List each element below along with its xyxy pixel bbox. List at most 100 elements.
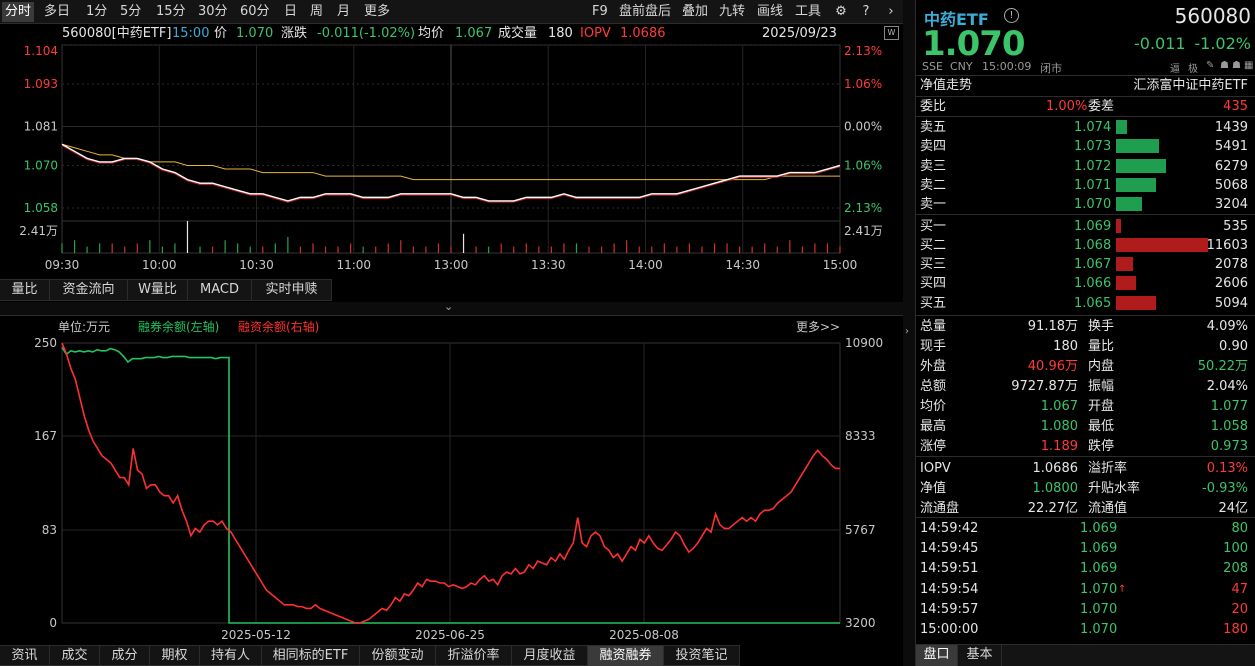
nav-margin-trading[interactable]: 融资融券 — [588, 646, 664, 666]
grid-icon[interactable]: ▦ — [1244, 60, 1254, 71]
tab-volume-ratio[interactable]: 量比 — [0, 280, 50, 300]
price-shadow-line — [61, 144, 841, 203]
nav-notes[interactable]: 投资笔记 — [664, 646, 740, 666]
caption-price: 1.070 — [236, 26, 274, 41]
nav-monthly-return[interactable]: 月度收益 — [512, 646, 588, 666]
book-volume: 5068 — [1214, 177, 1248, 193]
market-status: 闭市 — [1040, 62, 1062, 75]
intraday-pct-label: 2.13% — [844, 44, 882, 58]
panel-splitter[interactable]: › — [903, 0, 915, 666]
book-row-2[interactable]: 卖三 1.072 6279 — [920, 157, 1252, 176]
volume-scale-label: 2.41万 — [19, 224, 58, 238]
stat-value: 1.0686 — [1032, 461, 1079, 476]
fund-name: 汇添富中证中药ETF — [1133, 78, 1248, 93]
book-row-9[interactable]: 买五 1.065 5094 — [920, 294, 1252, 313]
nav-premium-rate[interactable]: 折溢价率 — [436, 646, 512, 666]
stat-value-2: 2.04% — [1206, 379, 1248, 394]
nav-components[interactable]: 成分 — [100, 646, 150, 666]
book-row-8[interactable]: 买四 1.066 2606 — [920, 274, 1252, 293]
book-volume-bar — [1116, 177, 1156, 192]
period-tab-day[interactable]: 日 — [284, 4, 298, 19]
quote-panel: 中药ETF ! 560080 1.070 -0.011 -1.02% SSE C… — [915, 0, 1255, 666]
book-label: 买一 — [920, 218, 947, 234]
book-row-0[interactable]: 卖五 1.074 1439 — [920, 118, 1252, 137]
bell-icon-2[interactable]: ☗ — [1232, 60, 1241, 71]
stat-row-3: 总额 9727.87万 振幅 2.04% — [920, 377, 1252, 397]
book-volume: 6279 — [1214, 158, 1248, 174]
period-tab-15min[interactable]: 15分 — [156, 4, 186, 19]
stat-row-7: IOPV 1.0686 溢折率 0.13% — [920, 459, 1252, 479]
tab-basic-info[interactable]: 基本 — [958, 645, 1002, 666]
security-code: 560080 — [1174, 4, 1251, 28]
order-diff-label: 委差 — [1088, 99, 1115, 114]
nav-trades[interactable]: 成交 — [50, 646, 100, 666]
tools-button[interactable]: 工具 — [795, 4, 822, 19]
caption-code-name: 560080[中药ETF] — [62, 26, 172, 41]
stat-label-2: 振幅 — [1088, 379, 1115, 394]
book-label: 买三 — [920, 257, 947, 273]
nav-news[interactable]: 资讯 — [0, 646, 50, 666]
intraday-pct-label: 1.06% — [844, 158, 882, 172]
book-price: 1.074 — [1074, 120, 1112, 135]
period-tab-30min[interactable]: 30分 — [198, 4, 228, 19]
window-icon[interactable]: W — [884, 26, 899, 40]
book-label: 卖二 — [920, 177, 947, 193]
nav-options[interactable]: 期权 — [150, 646, 200, 666]
book-price: 1.069 — [1074, 218, 1112, 234]
book-label: 买四 — [920, 276, 947, 292]
premarket-button[interactable]: 盘前盘后 — [619, 4, 672, 19]
book-volume-bar — [1116, 237, 1208, 252]
gear-icon[interactable]: ⚙ — [835, 4, 847, 19]
expand-arrow-icon[interactable]: › — [905, 326, 909, 337]
right-axis-tick: 10900 — [845, 336, 883, 350]
tiny-icon-2[interactable]: 极 — [1188, 64, 1198, 75]
book-row-5[interactable]: 买一 1.069 535 — [920, 217, 1252, 236]
period-tab-month[interactable]: 月 — [337, 4, 351, 19]
book-row-4[interactable]: 卖一 1.070 3204 — [920, 195, 1252, 214]
period-tab-intraday[interactable]: 分时 — [2, 2, 35, 22]
book-row-7[interactable]: 买三 1.067 2078 — [920, 255, 1252, 274]
period-tab-multiday[interactable]: 多日 — [44, 4, 71, 19]
period-tab-1min[interactable]: 1分 — [86, 4, 108, 19]
stat-label-2: 开盘 — [1088, 399, 1115, 414]
tab-macd[interactable]: MACD — [188, 280, 252, 300]
currency-label: CNY — [950, 60, 973, 73]
overlay-button[interactable]: 叠加 — [682, 4, 709, 19]
tab-realtime-redeem[interactable]: 实时申赎 — [252, 280, 332, 300]
nine-turn-button[interactable]: 九转 — [719, 4, 746, 19]
stat-label: 现手 — [920, 339, 947, 354]
book-row-3[interactable]: 卖二 1.071 5068 — [920, 176, 1252, 195]
double-chevron-down-icon[interactable]: ⌄ — [444, 300, 454, 313]
stat-value: 1.189 — [1040, 439, 1078, 454]
period-tab-week[interactable]: 周 — [310, 4, 324, 19]
draw-line-button[interactable]: 画线 — [757, 4, 784, 19]
book-volume-bar — [1116, 218, 1121, 233]
intraday-x-label: 09:30 — [45, 258, 80, 272]
book-row-6[interactable]: 买二 1.068 11603 — [920, 236, 1252, 255]
tab-capital-flow[interactable]: 资金流向 — [50, 280, 128, 300]
chevron-right-icon[interactable]: › — [888, 4, 894, 19]
info-icon[interactable]: ! — [1004, 8, 1019, 23]
stat-label: 总额 — [920, 379, 947, 394]
nav-same-etf[interactable]: 相同标的ETF — [262, 646, 360, 666]
book-row-1[interactable]: 卖四 1.073 5491 — [920, 137, 1252, 156]
collapse-bar[interactable]: ⌄ — [0, 300, 903, 316]
intraday-x-label: 10:00 — [142, 258, 177, 272]
period-tab-60min[interactable]: 60分 — [240, 4, 270, 19]
f9-button[interactable]: F9 — [592, 4, 608, 19]
bell-icon[interactable]: ☗ — [1220, 60, 1229, 71]
stat-value: 9727.87万 — [1011, 379, 1078, 394]
period-tab-5min[interactable]: 5分 — [120, 4, 142, 19]
tab-order-panel[interactable]: 盘口 — [916, 645, 958, 666]
help-icon[interactable]: ? — [862, 4, 870, 19]
tab-w-volume-ratio[interactable]: W量比 — [128, 280, 188, 300]
more-link[interactable]: 更多>> — [796, 320, 840, 334]
price-line — [61, 143, 841, 202]
nav-trend-row[interactable]: 净值走势 汇添富中证中药ETF — [920, 76, 1252, 96]
period-tab-more[interactable]: 更多 — [364, 4, 391, 19]
pen-icon[interactable]: ✎ — [1206, 60, 1215, 71]
tiny-icon-1[interactable]: 逼 — [1170, 64, 1180, 75]
nav-holders[interactable]: 持有人 — [200, 646, 262, 666]
nav-share-change[interactable]: 份额变动 — [360, 646, 436, 666]
intraday-y-label: 1.058 — [24, 201, 58, 215]
